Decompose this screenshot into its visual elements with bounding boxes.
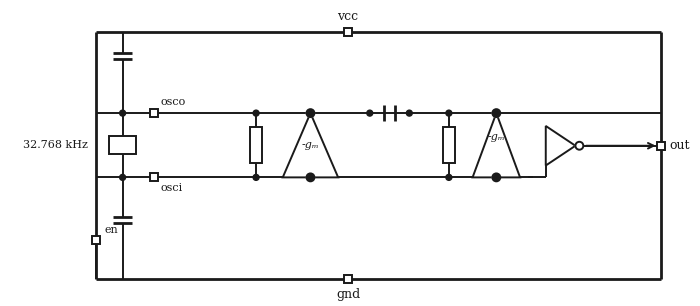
Text: gnd: gnd	[336, 288, 360, 301]
Circle shape	[120, 174, 125, 180]
Circle shape	[307, 174, 314, 180]
Circle shape	[253, 174, 259, 180]
Text: osci: osci	[160, 183, 183, 193]
Circle shape	[494, 174, 499, 180]
Circle shape	[492, 174, 500, 181]
Circle shape	[407, 110, 412, 116]
Circle shape	[307, 110, 314, 116]
Circle shape	[494, 110, 499, 116]
Text: -gₘ: -gₘ	[302, 140, 319, 150]
Circle shape	[307, 174, 314, 181]
Circle shape	[253, 110, 259, 116]
Bar	[344, 275, 352, 283]
Polygon shape	[473, 113, 520, 177]
Polygon shape	[546, 126, 575, 166]
Bar	[150, 109, 158, 117]
Circle shape	[446, 174, 452, 180]
Bar	[344, 28, 352, 36]
Bar	[150, 174, 158, 181]
Text: vcc: vcc	[337, 10, 358, 23]
Bar	[443, 127, 455, 163]
Circle shape	[492, 109, 500, 117]
Bar	[108, 136, 136, 154]
Circle shape	[120, 110, 125, 116]
Polygon shape	[283, 113, 338, 177]
Text: osco: osco	[160, 97, 186, 107]
Bar	[657, 142, 666, 150]
Text: out: out	[669, 139, 690, 152]
Bar	[250, 127, 262, 163]
Circle shape	[575, 142, 583, 150]
Text: 32.768 kHz: 32.768 kHz	[23, 140, 88, 150]
Text: en: en	[105, 225, 118, 235]
Circle shape	[307, 109, 314, 117]
Bar	[92, 236, 100, 244]
Circle shape	[367, 110, 372, 116]
Circle shape	[446, 110, 452, 116]
Text: -gₘ: -gₘ	[487, 132, 505, 142]
